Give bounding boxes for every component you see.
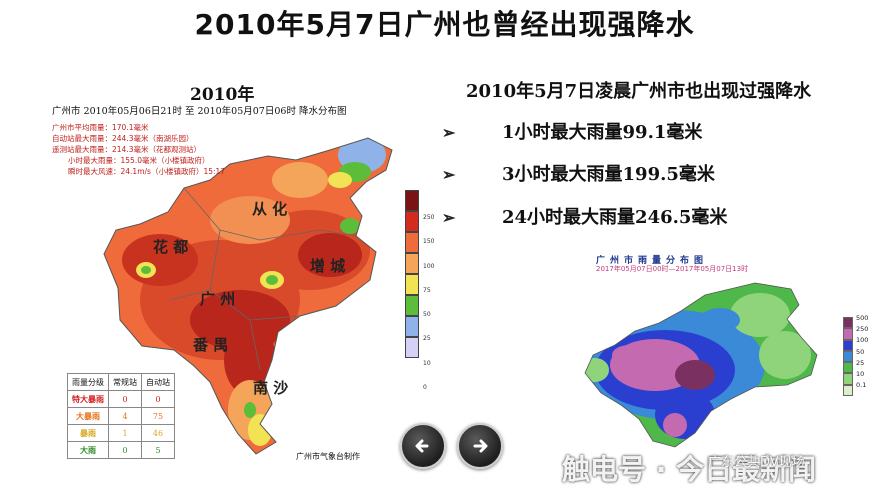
bullet-text: 1小时最大雨量99.1毫米 <box>502 122 703 143</box>
left-year-heading: 2010年 <box>190 85 255 105</box>
arrow-right-icon <box>473 439 488 453</box>
bullet-item: ➢ 3小时最大雨量199.5毫米 <box>442 160 715 186</box>
stat-line: 小时最大雨量：155.0毫米（小楼镇政府） <box>68 156 210 165</box>
left-legend-label: 100 <box>423 262 435 270</box>
region-label-huadu: 花 都 <box>153 238 189 256</box>
left-legend-labels: 250 150 100 75 50 25 10 0 <box>423 206 434 400</box>
auto-cell: 5 <box>141 441 175 459</box>
stat-line: 自动站最大雨量：244.3毫米（南湖乐园） <box>52 134 194 143</box>
left-legend-swatch <box>405 295 419 316</box>
left-legend-swatch <box>405 190 419 211</box>
right-legend-swatch <box>843 317 853 329</box>
right-legend-swatch <box>843 339 853 351</box>
region-label-panyu: 番 禺 <box>193 336 229 354</box>
auto-cell: 75 <box>141 407 175 425</box>
left-legend-label: 25 <box>423 335 431 343</box>
table-row: 特大暴雨 0 0 <box>67 390 175 408</box>
right-legend-label: 10 <box>856 370 865 379</box>
right-legend-swatch <box>843 362 853 374</box>
left-legend-swatch <box>405 316 419 337</box>
bullet-item: ➢ 1小时最大雨量99.1毫米 <box>442 118 702 144</box>
regular-cell: 4 <box>108 407 142 425</box>
region-label-guangzhou: 广 州 <box>200 290 236 308</box>
left-legend-swatch <box>405 337 419 358</box>
regular-cell: 1 <box>108 424 142 442</box>
regular-cell: 0 <box>108 441 142 459</box>
right-legend-swatch <box>843 328 853 340</box>
grade-cell: 暴雨 <box>67 424 109 442</box>
previous-slide-button[interactable] <box>400 423 446 469</box>
right-legend-label: 100 <box>856 336 869 345</box>
left-legend-label: 150 <box>423 238 435 246</box>
slide-title: 2010年5月7日广州也曾经出现强降水 <box>194 8 695 41</box>
left-legend-swatch <box>405 232 419 253</box>
rainfall-grade-table: 雨量分级 常规站 自动站 特大暴雨 0 0 大暴雨 4 75 暴雨 1 46 大… <box>67 373 175 459</box>
right-heading: 2010年5月7日凌晨广州市也出现过强降水 <box>466 81 812 102</box>
table-row: 大雨 0 5 <box>67 441 175 459</box>
left-legend-swatch <box>405 253 419 274</box>
grade-cell: 大暴雨 <box>67 407 109 425</box>
table-row: 大暴雨 4 75 <box>67 407 175 425</box>
table-header: 自动站 <box>141 373 175 391</box>
guangzhou-rainfall-map-2010 <box>103 137 393 455</box>
right-legend-label: 0.1 <box>856 381 867 390</box>
auto-cell: 0 <box>141 390 175 408</box>
stat-line: 瞬时最大风速：24.1m/s（小楼镇政府）15:17 <box>68 167 226 176</box>
left-legend-label: 250 <box>423 214 435 221</box>
left-legend-label: 10 <box>423 359 431 367</box>
bullet-item: ➢ 24小时最大雨量246.5毫米 <box>442 203 727 229</box>
left-legend-swatch <box>405 274 419 295</box>
region-label-conghua: 从 化 <box>252 200 288 218</box>
grade-cell: 大雨 <box>67 441 109 459</box>
right-legend-label: 25 <box>856 358 865 367</box>
right-legend-label: 50 <box>856 347 865 356</box>
regular-cell: 0 <box>108 390 142 408</box>
table-header-row: 雨量分级 常规站 自动站 <box>67 373 175 391</box>
right-map-title: 广州市雨量分布图 <box>596 256 709 266</box>
region-label-nansha: 南 沙 <box>253 379 289 397</box>
left-legend-label: 50 <box>423 311 431 319</box>
arrow-bullet-icon: ➢ <box>442 123 456 142</box>
arrow-left-icon <box>415 439 429 453</box>
bullet-text: 24小时最大雨量246.5毫米 <box>502 207 728 228</box>
auto-cell: 46 <box>141 424 175 442</box>
arrow-bullet-icon: ➢ <box>442 165 456 184</box>
arrow-bullet-icon: ➢ <box>442 208 456 227</box>
region-label-zengcheng: 增 城 <box>310 257 346 275</box>
grade-cell: 特大暴雨 <box>67 390 109 408</box>
rainfall-stats: 广州市平均雨量：170.1毫米 自动站最大雨量：244.3毫米（南湖乐园） 遥测… <box>52 122 282 177</box>
stat-line: 遥测站最大雨量：214.3毫米（花都观测站） <box>52 145 201 154</box>
left-legend-swatch <box>405 211 419 232</box>
watermark-text: 触电号 · 今日最新闻 <box>562 453 817 486</box>
left-legend-label: 0 <box>423 384 427 392</box>
table-header: 雨量分级 <box>67 373 109 391</box>
left-map-subtitle: 广州市 2010年05月06日21时 至 2010年05月07日06时 降水分布… <box>52 106 347 117</box>
stat-line: 广州市平均雨量：170.1毫米 <box>52 123 149 132</box>
right-legend-label: 250 <box>856 325 869 334</box>
left-legend-label: 75 <box>423 286 431 294</box>
right-map-subtitle: 2017年05月07日00时—2017年05月07日13时 <box>596 265 749 273</box>
right-legend-swatch <box>843 373 853 385</box>
left-map-legend <box>405 190 419 358</box>
right-legend-labels: 500 250 100 50 25 10 0.1 <box>856 313 868 391</box>
right-legend-label: 500 <box>856 314 869 322</box>
table-header: 常规站 <box>108 373 142 391</box>
right-legend-swatch <box>843 350 853 363</box>
guangzhou-rainfall-map-right <box>584 282 818 448</box>
right-map-legend <box>843 317 853 397</box>
watermark-channel: 广东公共DV现场 <box>708 455 805 470</box>
table-row: 暴雨 1 46 <box>67 424 175 442</box>
left-map-source: 广州市气象台制作 <box>296 452 360 461</box>
next-slide-button[interactable] <box>457 423 503 469</box>
bullet-text: 3小时最大雨量199.5毫米 <box>502 164 715 185</box>
right-legend-swatch <box>843 384 853 397</box>
